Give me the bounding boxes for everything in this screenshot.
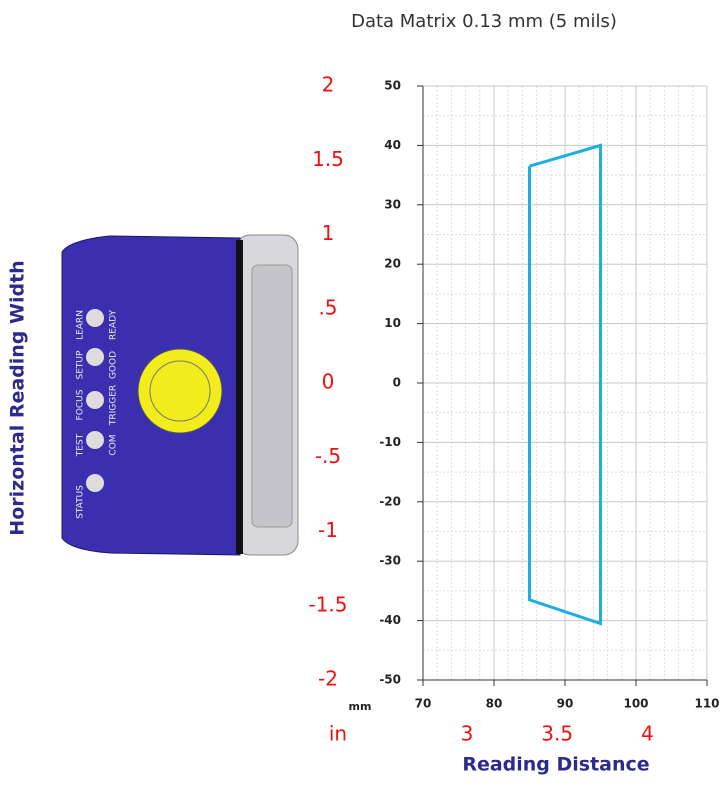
device-label: LEARN bbox=[76, 310, 86, 340]
led bbox=[86, 474, 104, 492]
y-tick-label: 0 bbox=[393, 376, 401, 390]
trigger-ring bbox=[149, 360, 211, 422]
y-axis-label: Horizontal Reading Width bbox=[7, 260, 29, 535]
x-tick-label: 70 bbox=[415, 697, 432, 711]
led bbox=[86, 309, 104, 327]
reading-area bbox=[528, 143, 602, 626]
device-lens bbox=[251, 264, 293, 528]
device-label: STATUS bbox=[76, 485, 86, 519]
device-gasket bbox=[236, 240, 243, 554]
device bbox=[61, 234, 299, 556]
y2-tick-label: 2 bbox=[322, 73, 335, 97]
device-label: FOCUS bbox=[76, 389, 86, 420]
y2-tick-label: -1.5 bbox=[308, 592, 347, 616]
x-tick-label: 110 bbox=[694, 697, 719, 711]
led bbox=[86, 391, 104, 409]
device-label: READY bbox=[109, 309, 119, 340]
y2-tick-label: 1 bbox=[322, 221, 335, 245]
x2-tick-label: 3.5 bbox=[541, 722, 573, 746]
y-tick-label: -40 bbox=[379, 613, 401, 627]
y-tick-label: 30 bbox=[384, 197, 401, 211]
x-unit: mm bbox=[349, 700, 372, 713]
x-tick-label: 100 bbox=[623, 697, 648, 711]
led bbox=[86, 348, 104, 366]
y2-tick-label: -2 bbox=[318, 667, 338, 691]
led bbox=[86, 431, 104, 449]
x2-unit: in bbox=[329, 722, 347, 746]
y-tick-label: -10 bbox=[379, 435, 401, 449]
y-tick-label: 40 bbox=[384, 138, 401, 152]
y-tick-label: 10 bbox=[384, 316, 401, 330]
y2-tick-label: 0 bbox=[322, 370, 335, 394]
x2-tick-label: 4 bbox=[641, 722, 654, 746]
y-tick-label: 50 bbox=[384, 79, 401, 93]
trigger-button bbox=[137, 348, 223, 434]
x-axis-label: Reading Distance bbox=[462, 754, 649, 776]
y-tick-label: -50 bbox=[379, 673, 401, 687]
device-label: TEST bbox=[76, 433, 86, 457]
y2-tick-label: .5 bbox=[318, 295, 337, 319]
x-tick-label: 80 bbox=[486, 697, 503, 711]
y2-tick-label: -.5 bbox=[315, 444, 341, 468]
chart-title: Data Matrix 0.13 mm (5 mils) bbox=[351, 11, 617, 32]
y-tick-label: -20 bbox=[379, 494, 401, 508]
device-label: GOOD bbox=[109, 351, 119, 379]
device-label: TRIGGER bbox=[109, 385, 119, 426]
y-tick-label: 20 bbox=[384, 257, 401, 271]
device-label: COM bbox=[109, 434, 119, 455]
y2-tick-label: -1 bbox=[318, 518, 338, 542]
y-tick-label: -30 bbox=[379, 554, 401, 568]
x-tick-label: 90 bbox=[557, 697, 574, 711]
x2-tick-label: 3 bbox=[461, 722, 474, 746]
y2-tick-label: 1.5 bbox=[312, 147, 344, 171]
device-label: SETUP bbox=[76, 350, 86, 379]
